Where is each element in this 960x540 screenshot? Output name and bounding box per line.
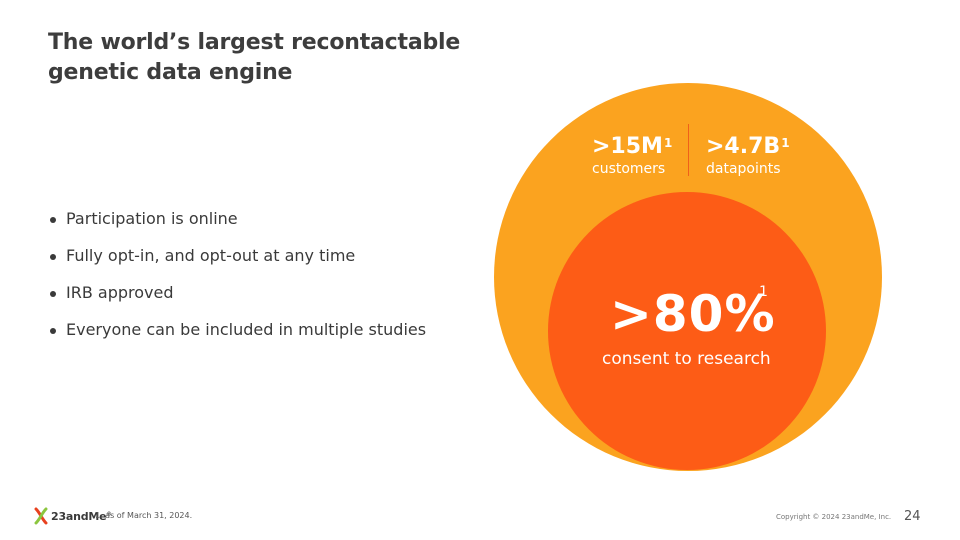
- stat-datapoints-footnote-ref: 1: [781, 136, 790, 150]
- slide-title-line-1: The world’s largest recontactable: [48, 30, 461, 55]
- bullet-list: Participation is online Fully opt-in, an…: [48, 206, 426, 354]
- stat-customers: >15M1 customers: [592, 134, 672, 178]
- bullet-item: Participation is online: [48, 206, 426, 243]
- consent-percentage: >80%: [610, 285, 776, 343]
- stat-customers-footnote-ref: 1: [663, 136, 673, 150]
- page-number: 24: [904, 509, 921, 524]
- stat-datapoints: >4.7B1 datapoints: [706, 134, 790, 178]
- bullet-item: IRB approved: [48, 280, 426, 317]
- bullet-item: Fully opt-in, and opt-out at any time: [48, 243, 426, 280]
- stat-datapoints-value: >4.7B: [706, 134, 781, 159]
- footnote: 1. as of March 31, 2024.: [95, 511, 193, 520]
- copyright: Copyright © 2024 23andMe, Inc.: [776, 513, 892, 521]
- logo-text: 23andMe: [51, 509, 107, 523]
- stat-customers-value: >15M: [592, 134, 663, 159]
- logo-registered-mark: ®: [106, 510, 112, 517]
- stat-datapoints-label: datapoints: [706, 161, 781, 177]
- consent-label: consent to research: [602, 349, 771, 369]
- company-logo: 23andMe®: [34, 507, 111, 525]
- consent-footnote-ref: 1: [759, 284, 768, 300]
- stat-divider: [688, 124, 689, 176]
- inner-circle: [548, 192, 826, 470]
- slide-title-line-2: genetic data engine: [48, 60, 293, 85]
- dna-x-icon: [34, 507, 48, 525]
- stat-customers-label: customers: [592, 161, 666, 177]
- bullet-item: Everyone can be included in multiple stu…: [48, 317, 426, 354]
- slide-title: The world’s largest recontactable geneti…: [48, 28, 488, 88]
